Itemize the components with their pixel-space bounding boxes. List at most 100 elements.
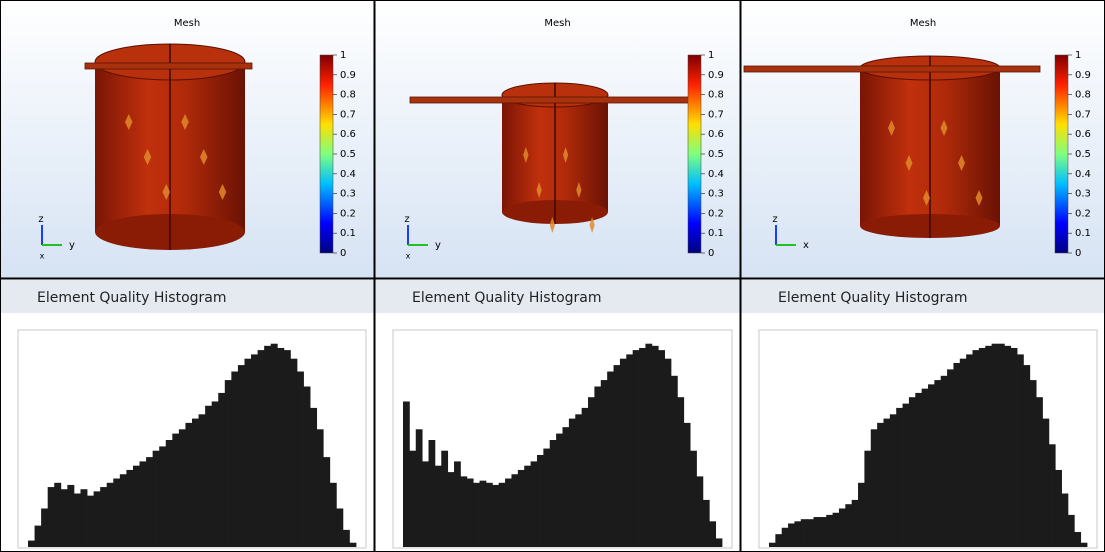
screenshot: Mesh 1 0.9 0.8 0.7 0.6 0.5 0.4 0.3 0.2 0.1 0 z y x Elem…: [0, 0, 1105, 552]
histogram-bar: [807, 519, 814, 547]
histogram-bar: [934, 380, 941, 547]
histogram-bar: [594, 387, 601, 548]
axis-label: z: [404, 214, 409, 225]
color-bar-label: 0.6: [1075, 129, 1091, 140]
histogram-bar: [960, 359, 967, 547]
histogram-bar: [205, 406, 212, 547]
histogram-bar: [684, 423, 691, 547]
histogram-bar: [794, 521, 801, 547]
histogram-bar: [782, 528, 789, 547]
color-bar-label: 0.2: [1075, 208, 1091, 219]
histogram-bar: [909, 397, 916, 547]
histogram-bar: [607, 372, 614, 547]
histogram-bar: [537, 455, 544, 547]
color-bar-label: 0.2: [708, 208, 724, 219]
color-bar-label: 0.9: [708, 70, 724, 81]
histogram-bar: [185, 423, 192, 547]
mesh-title: Mesh: [544, 18, 570, 29]
mesh-title: Mesh: [174, 18, 200, 29]
histogram-bar: [192, 419, 199, 547]
histogram-bar: [833, 513, 840, 547]
histogram-bar: [330, 483, 337, 547]
histogram-bar: [966, 354, 973, 547]
histogram-bar: [304, 387, 311, 548]
color-bar-label: 0: [1075, 248, 1081, 259]
histogram-bar: [480, 481, 487, 547]
histogram-bar: [671, 376, 678, 547]
histogram-title: Element Quality Histogram: [37, 290, 227, 306]
histogram-bar: [922, 389, 929, 547]
histogram-bar: [1081, 543, 1088, 547]
axis-label: y: [435, 240, 441, 251]
histogram-bar: [409, 451, 416, 547]
rod: [85, 63, 252, 69]
histogram-bar: [652, 346, 659, 547]
histogram-bar: [403, 401, 410, 547]
histogram-bar: [518, 470, 525, 547]
color-bar-label: 1: [1075, 50, 1081, 61]
histogram-bar: [626, 354, 633, 547]
histogram-bar: [601, 380, 608, 547]
histogram-bar: [801, 519, 808, 547]
histogram-bar: [100, 487, 107, 547]
color-bar: [320, 55, 333, 253]
histogram-bar: [1004, 346, 1011, 547]
color-bar-label: 0: [708, 248, 714, 259]
color-bar-label: 0.7: [340, 109, 356, 120]
histogram-bar: [633, 350, 640, 547]
histogram-bar: [775, 534, 782, 547]
histogram-bar: [422, 461, 429, 547]
color-bar-label: 0.6: [340, 129, 356, 140]
color-bar-label: 0.3: [708, 189, 724, 200]
color-bar-label: 0.9: [1075, 70, 1091, 81]
color-bar-label: 0.4: [1075, 169, 1091, 180]
histogram-bar: [35, 526, 42, 547]
histogram-bar: [87, 496, 94, 547]
histogram-bar: [531, 461, 538, 547]
histogram-bar: [238, 365, 245, 547]
histogram-bar: [429, 440, 436, 547]
histogram-bar: [48, 487, 55, 547]
histogram-bar: [645, 344, 652, 547]
axis-label: x: [803, 240, 809, 251]
axis-label: z: [38, 214, 43, 225]
histogram-bar: [492, 485, 499, 547]
histogram-bar: [486, 483, 493, 547]
rod: [410, 97, 690, 103]
histogram-bar: [159, 446, 166, 547]
histogram-bar: [858, 483, 865, 547]
histogram-bar: [903, 404, 910, 547]
histogram-bar: [140, 461, 147, 547]
histogram-bar: [172, 434, 179, 547]
histogram-title: Element Quality Histogram: [412, 290, 602, 306]
histogram-bar: [658, 350, 665, 547]
color-bar-label: 0.4: [340, 169, 356, 180]
histogram-bar: [218, 393, 225, 547]
page: Mesh 1 0.9 0.8 0.7 0.6 0.5 0.4 0.3 0.2 0.1 0 z y x Elem…: [0, 0, 1105, 552]
histogram-bar: [1011, 348, 1018, 547]
histogram-bar: [1068, 515, 1075, 547]
axis-label: y: [69, 240, 75, 251]
histogram-bar: [582, 408, 589, 547]
histogram-bar: [864, 451, 871, 547]
histogram-bar: [871, 429, 878, 547]
histogram-bar: [915, 393, 922, 547]
color-bar-label: 0.4: [708, 169, 724, 180]
color-bar-label: 0.5: [340, 149, 356, 160]
histogram-bar: [575, 414, 582, 547]
histogram-bar: [271, 344, 278, 547]
axis-label: x: [406, 252, 411, 261]
color-bar-label: 1: [340, 50, 346, 61]
histogram-bar: [1030, 380, 1037, 547]
histogram-bar: [336, 508, 343, 547]
histogram-bar: [107, 483, 114, 547]
histogram-bar: [985, 346, 992, 547]
color-bar-label: 0.1: [708, 228, 724, 239]
mesh-title: Mesh: [910, 18, 936, 29]
histogram-bar: [788, 523, 795, 547]
color-bar-label: 0.8: [708, 90, 724, 101]
histogram-bar: [61, 489, 68, 547]
histogram-bar: [1062, 494, 1069, 548]
histogram-bar: [511, 474, 518, 547]
histogram-bar: [126, 470, 133, 547]
